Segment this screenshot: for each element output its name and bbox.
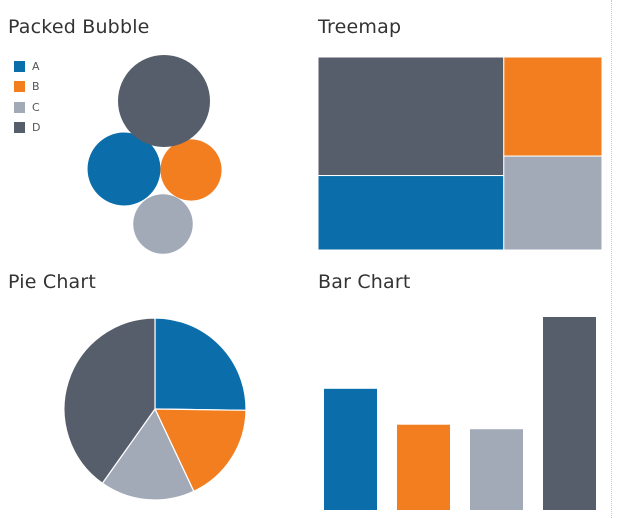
pie-slice-a[interactable] bbox=[154, 317, 247, 411]
legend-label-c: C bbox=[32, 100, 40, 114]
legend-label-b: B bbox=[32, 80, 40, 94]
bar-chart-title: Bar Chart bbox=[318, 271, 411, 293]
bubble-d[interactable] bbox=[118, 55, 210, 147]
pie-chart-title: Pie Chart bbox=[8, 271, 97, 293]
legend-swatch-a bbox=[14, 60, 25, 72]
legend-swatch-c bbox=[14, 101, 25, 113]
packed-bubble-title: Packed Bubble bbox=[8, 16, 150, 38]
treemap-cell-d[interactable] bbox=[317, 56, 505, 177]
legend-swatch-b bbox=[14, 81, 25, 93]
treemap-cell-b[interactable] bbox=[503, 56, 603, 157]
treemap-cell-c[interactable] bbox=[503, 155, 603, 251]
panel-divider bbox=[611, 0, 612, 518]
bubble-b[interactable] bbox=[160, 139, 222, 201]
legend-item-b[interactable]: B bbox=[14, 77, 40, 98]
bar-c[interactable] bbox=[470, 429, 523, 510]
treemap-cell-a[interactable] bbox=[317, 175, 505, 251]
pie-slice-c[interactable] bbox=[101, 407, 195, 501]
legend-swatch-d bbox=[14, 122, 25, 134]
legend-label-d: D bbox=[32, 121, 41, 135]
pie-slice-d[interactable] bbox=[63, 317, 156, 485]
legend-item-a[interactable]: A bbox=[14, 56, 40, 77]
bubble-c[interactable] bbox=[133, 194, 193, 254]
legend-item-c[interactable]: C bbox=[14, 97, 40, 118]
bubble-a[interactable] bbox=[87, 132, 161, 206]
bar-b[interactable] bbox=[397, 424, 450, 510]
bar-d[interactable] bbox=[543, 317, 596, 510]
bar-a[interactable] bbox=[324, 388, 377, 510]
legend-item-d[interactable]: D bbox=[14, 118, 40, 139]
pie-slice-b[interactable] bbox=[154, 408, 247, 493]
legend-label-a: A bbox=[32, 59, 40, 73]
legend: A B C D bbox=[14, 56, 40, 138]
treemap-title: Treemap bbox=[318, 16, 402, 38]
